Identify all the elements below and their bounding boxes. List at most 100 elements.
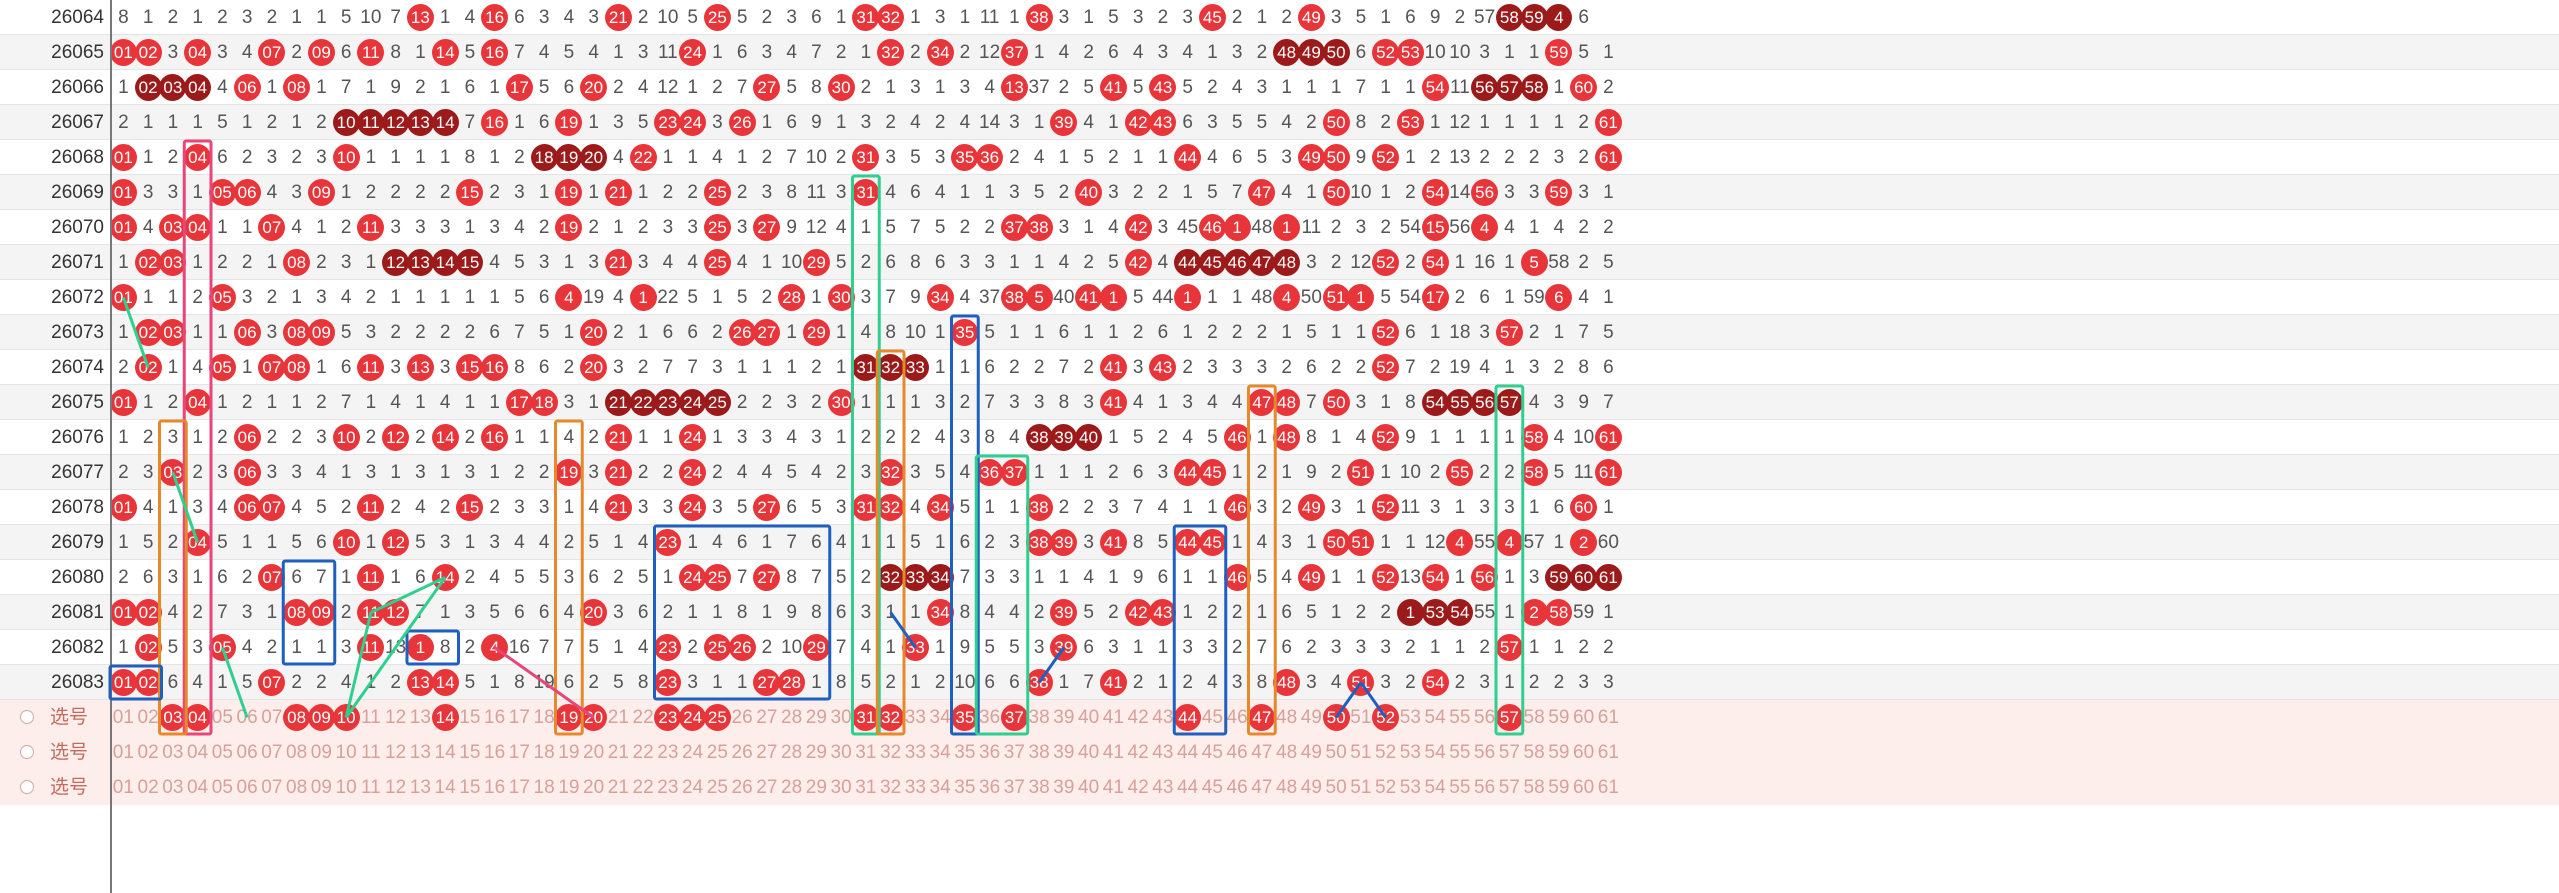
selectable-number[interactable]: 50 [1325, 777, 1347, 798]
selectable-number[interactable]: 51 [1350, 707, 1372, 728]
selectable-number[interactable]: 52 [1375, 742, 1397, 763]
selectable-number[interactable]: 29 [805, 777, 827, 798]
selectable-number[interactable]: 18 [533, 707, 555, 728]
number-select-row[interactable]: 选号 01 02 03 04 05 06 07 08 09 10 11 12 13 14 15 16 17 18 19… [0, 700, 2559, 735]
selectable-number[interactable]: 43 [1152, 777, 1174, 798]
selectable-number[interactable]: 46 [1226, 777, 1248, 798]
selectable-number[interactable]: 36 [979, 707, 1001, 728]
selectable-number[interactable]: 57 [1498, 777, 1520, 798]
selectable-number[interactable]: 15 [459, 707, 481, 728]
selected-number-ball[interactable]: 44 [1174, 704, 1202, 731]
selectable-number[interactable]: 43 [1152, 742, 1174, 763]
selectable-number[interactable]: 48 [1276, 777, 1298, 798]
selectable-number[interactable]: 14 [434, 742, 456, 763]
selectable-number[interactable]: 12 [385, 707, 407, 728]
selectable-number[interactable]: 59 [1548, 777, 1570, 798]
selectable-number[interactable]: 57 [1498, 742, 1520, 763]
selected-number-ball[interactable]: 57 [1495, 704, 1523, 731]
selectable-number[interactable]: 22 [632, 707, 654, 728]
select-row-label[interactable]: 选号 [0, 735, 110, 770]
selected-number-ball[interactable]: 08 [283, 704, 311, 731]
selectable-number[interactable]: 40 [1078, 742, 1100, 763]
selected-number-ball[interactable]: 47 [1248, 704, 1276, 731]
selectable-number[interactable]: 52 [1375, 777, 1397, 798]
selectable-number[interactable]: 42 [1127, 742, 1149, 763]
selectable-number[interactable]: 15 [459, 742, 481, 763]
selectable-number[interactable]: 28 [781, 777, 803, 798]
selectable-number[interactable]: 42 [1127, 707, 1149, 728]
selected-number-ball[interactable]: 37 [1000, 704, 1028, 731]
selectable-number[interactable]: 47 [1251, 777, 1273, 798]
selectable-number[interactable]: 17 [508, 707, 530, 728]
selectable-number[interactable]: 30 [830, 777, 852, 798]
selected-number-ball[interactable]: 14 [431, 704, 459, 731]
selectable-number[interactable]: 05 [211, 707, 233, 728]
selectable-number[interactable]: 44 [1177, 742, 1199, 763]
selectable-number[interactable]: 01 [112, 707, 134, 728]
selectable-number[interactable]: 18 [533, 777, 555, 798]
selectable-number[interactable]: 11 [361, 707, 381, 728]
selectable-number[interactable]: 59 [1548, 742, 1570, 763]
selectable-number[interactable]: 39 [1053, 742, 1075, 763]
selectable-number[interactable]: 13 [409, 742, 431, 763]
selectable-number[interactable]: 08 [286, 777, 308, 798]
selectable-number[interactable]: 40 [1078, 707, 1100, 728]
selectable-number[interactable]: 38 [1028, 777, 1050, 798]
selectable-number[interactable]: 06 [236, 742, 258, 763]
selectable-number[interactable]: 02 [137, 777, 159, 798]
selectable-number[interactable]: 42 [1127, 777, 1149, 798]
selectable-number[interactable]: 07 [261, 707, 283, 728]
selected-number-ball[interactable]: 19 [555, 704, 583, 731]
selectable-number[interactable]: 03 [162, 742, 184, 763]
selected-number-ball[interactable]: 03 [159, 704, 187, 731]
selectable-number[interactable]: 45 [1201, 742, 1223, 763]
selectable-number[interactable]: 39 [1053, 707, 1075, 728]
selectable-number[interactable]: 09 [310, 742, 332, 763]
selectable-number[interactable]: 32 [880, 777, 902, 798]
selectable-number[interactable]: 20 [583, 742, 605, 763]
selectable-number[interactable]: 41 [1102, 742, 1124, 763]
selectable-number[interactable]: 07 [261, 777, 283, 798]
selectable-number[interactable]: 27 [756, 707, 778, 728]
selectable-number[interactable]: 06 [236, 777, 258, 798]
selectable-number[interactable]: 26 [731, 707, 753, 728]
selectable-number[interactable]: 53 [1399, 707, 1421, 728]
selectable-number[interactable]: 23 [657, 742, 679, 763]
selected-number-ball[interactable]: 52 [1372, 704, 1400, 731]
selectable-number[interactable]: 41 [1102, 707, 1124, 728]
selectable-number[interactable]: 51 [1350, 777, 1372, 798]
selectable-number[interactable]: 56 [1474, 777, 1496, 798]
selectable-number[interactable]: 12 [385, 777, 407, 798]
number-select-row[interactable]: 选号 01 02 03 04 05 06 07 08 09 10 11 12 13 14 15 16 17 18 19… [0, 770, 2559, 805]
selectable-number[interactable]: 29 [805, 742, 827, 763]
selectable-number[interactable]: 23 [657, 777, 679, 798]
selectable-number[interactable]: 55 [1449, 777, 1471, 798]
selectable-number[interactable]: 34 [929, 742, 951, 763]
selected-number-ball[interactable]: 10 [332, 704, 360, 731]
selectable-number[interactable]: 17 [508, 742, 530, 763]
selected-number-ball[interactable]: 04 [184, 704, 212, 731]
selectable-number[interactable]: 19 [558, 777, 580, 798]
selectable-number[interactable]: 38 [1028, 707, 1050, 728]
selectable-number[interactable]: 01 [112, 777, 134, 798]
selectable-number[interactable]: 35 [954, 777, 976, 798]
selected-number-ball[interactable]: 25 [703, 704, 731, 731]
selectable-number[interactable]: 04 [187, 777, 209, 798]
selectable-number[interactable]: 06 [236, 707, 258, 728]
selectable-number[interactable]: 21 [607, 707, 629, 728]
selectable-number[interactable]: 11 [361, 777, 381, 798]
selectable-number[interactable]: 22 [632, 742, 654, 763]
selectable-number[interactable]: 03 [162, 777, 184, 798]
selectable-number[interactable]: 50 [1325, 742, 1347, 763]
selectable-number[interactable]: 04 [187, 742, 209, 763]
selectable-number[interactable]: 34 [929, 707, 951, 728]
selectable-number[interactable]: 02 [137, 707, 159, 728]
selectable-number[interactable]: 10 [335, 777, 357, 798]
selectable-number[interactable]: 35 [954, 742, 976, 763]
selectable-number[interactable]: 27 [756, 777, 778, 798]
selected-number-ball[interactable]: 24 [679, 704, 707, 731]
selectable-number[interactable]: 05 [211, 777, 233, 798]
selectable-number[interactable]: 45 [1201, 777, 1223, 798]
number-select-row[interactable]: 选号 01 02 03 04 05 06 07 08 09 10 11 12 13 14 15 16 17 18 19… [0, 735, 2559, 770]
selectable-number[interactable]: 25 [706, 742, 728, 763]
